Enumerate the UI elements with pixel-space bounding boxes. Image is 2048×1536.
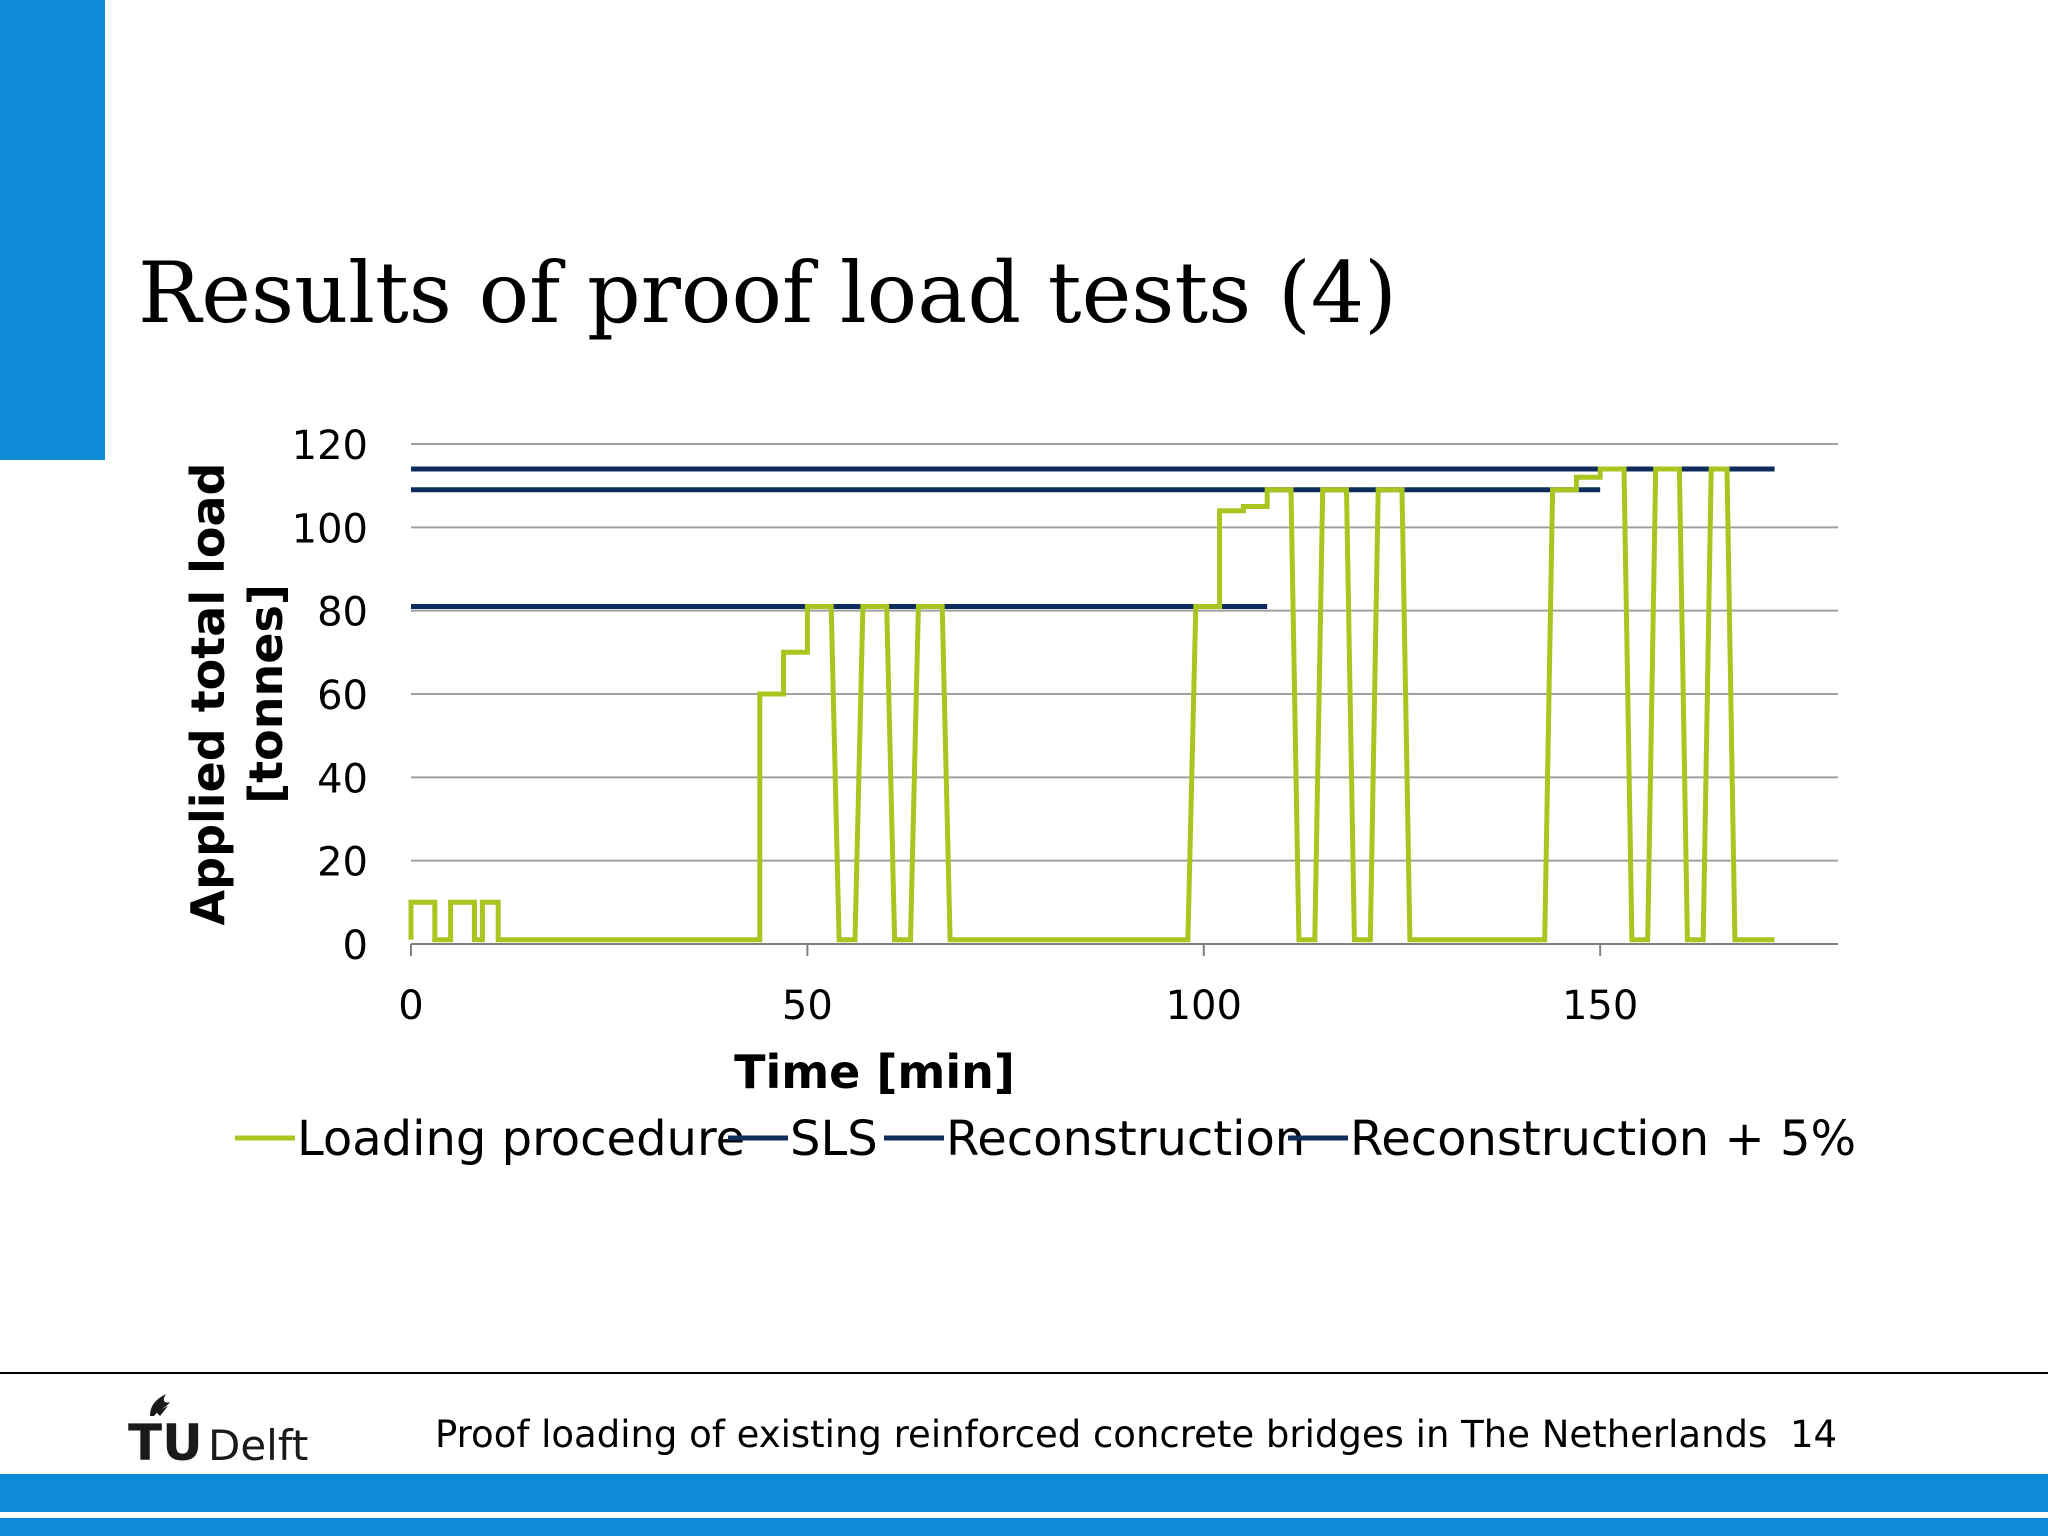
y-tick-label-60: 60 xyxy=(317,673,368,719)
x-tick-labels: 0 50 100 150 xyxy=(398,944,1638,1029)
y-tick-labels: 0 20 40 60 80 100 120 xyxy=(292,423,368,969)
logo-tu-text: TU xyxy=(128,1414,203,1466)
y-axis-label-line-2: [tonnes] xyxy=(239,584,293,804)
y-axis-label-line-1: Applied total load xyxy=(181,463,235,926)
logo-delft-text: Delft xyxy=(208,1421,308,1466)
tu-delft-logo: TU Delft xyxy=(128,1394,308,1466)
x-tick-label-100: 100 xyxy=(1166,983,1242,1029)
y-tick-label-120: 120 xyxy=(292,423,368,469)
footer-text: Proof loading of existing reinforced con… xyxy=(435,1413,1768,1456)
grid-lines xyxy=(411,443,1838,945)
y-tick-label-0: 0 xyxy=(343,923,368,969)
x-axis-label: Time [min] xyxy=(734,1045,1015,1099)
series-lines xyxy=(408,466,1775,943)
chart: 0 20 40 60 80 100 120 0 50 100 150 Applied total … xyxy=(181,423,1856,1167)
x-tick-label-50: 50 xyxy=(782,983,833,1029)
x-tick-label-0: 0 xyxy=(398,983,423,1029)
bottom-band-thin xyxy=(0,1518,2048,1536)
y-axis-label: Applied total load[tonnes] xyxy=(181,463,293,926)
footer-rule xyxy=(0,1372,2048,1374)
series-line-loading-procedure xyxy=(408,466,1775,943)
y-tick-label-80: 80 xyxy=(317,590,368,636)
x-tick-label-150: 150 xyxy=(1562,983,1638,1029)
page-number: 14 xyxy=(1790,1413,1838,1456)
legend-label-reconstruction-5: Reconstruction + 5% xyxy=(1350,1111,1856,1167)
legend-label-loading-procedure: Loading procedure xyxy=(297,1111,745,1167)
y-tick-label-100: 100 xyxy=(292,506,368,552)
legend-label-reconstruction: Reconstruction xyxy=(946,1111,1305,1167)
legend-label-sls: SLS xyxy=(790,1111,878,1167)
y-tick-label-40: 40 xyxy=(317,756,368,802)
accent-block xyxy=(0,0,105,460)
tu-delft-flame-icon xyxy=(150,1394,170,1416)
slide-title: Results of proof load tests (4) xyxy=(138,244,1397,342)
bottom-band xyxy=(0,1474,2048,1512)
y-tick-label-20: 20 xyxy=(317,840,368,886)
legend: Loading procedure SLS Reconstruction Recons… xyxy=(235,1111,1856,1167)
